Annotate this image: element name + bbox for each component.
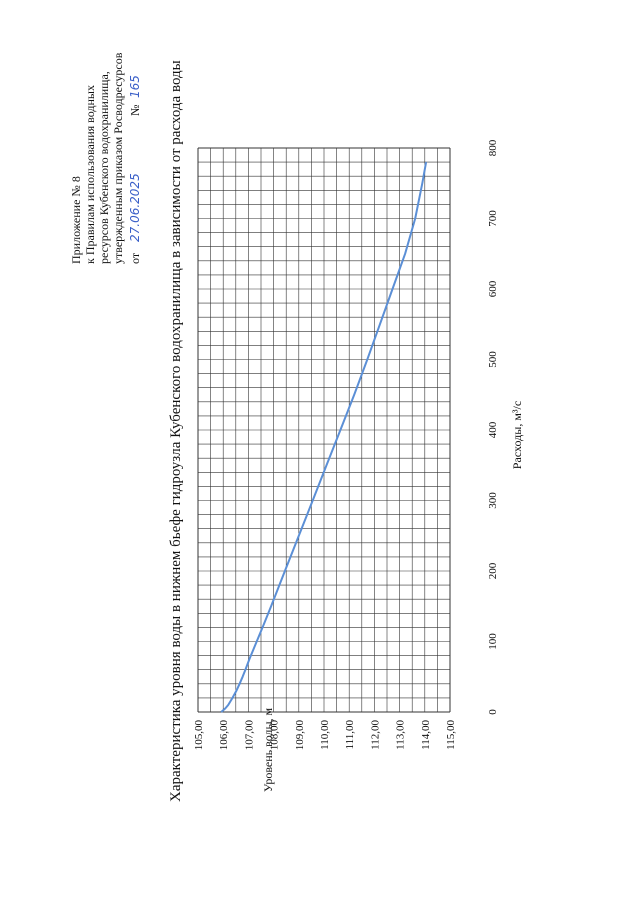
- x-tick-label: 800: [487, 139, 499, 156]
- grid: [197, 147, 451, 713]
- y-axis-label: Уровень воды, м: [261, 707, 275, 792]
- header-line-5-prefix: от: [128, 252, 142, 264]
- x-tick-label: 500: [487, 351, 499, 368]
- chart-title: Характеристика уровня воды в нижнем бьеф…: [168, 60, 184, 802]
- y-tick-label: 108,00: [269, 720, 281, 751]
- x-tick-label: 400: [487, 421, 499, 438]
- x-tick-label: 200: [487, 562, 499, 579]
- x-tick-label: 100: [487, 633, 499, 650]
- order-number-label: №: [128, 105, 142, 116]
- y-tick-label: 113,00: [395, 720, 407, 750]
- y-tick-label: 105,00: [193, 720, 205, 751]
- header-line-3: ресурсов Кубенского водохранилища,: [97, 71, 111, 264]
- tick-labels: 105,00 106,00 107,00 108,00 109,00 110,00 111,…: [193, 139, 499, 750]
- y-tick-label: 107,00: [243, 720, 255, 751]
- y-tick-label: 114,00: [420, 720, 432, 750]
- header-line-4: утвержденным приказом Росводресурсов: [111, 52, 125, 264]
- x-tick-label: 700: [487, 210, 499, 227]
- header-line-1: Приложение № 8: [69, 176, 83, 264]
- x-axis-label: Расходы, м³/с: [510, 401, 524, 469]
- series-layer: [220, 161, 428, 713]
- appendix-header: Приложение № 8 к Правилам использования …: [69, 52, 142, 264]
- header-line-2: к Правилам использования водных: [83, 85, 97, 264]
- y-tick-label: 110,00: [319, 720, 331, 750]
- y-tick-label: 106,00: [218, 720, 230, 751]
- y-tick-label: 115,00: [445, 720, 457, 750]
- x-tick-label: 600: [487, 280, 499, 297]
- x-tick-label: 0: [487, 709, 499, 715]
- x-tick-label: 300: [487, 492, 499, 509]
- order-date: 27.06.2025: [128, 173, 142, 242]
- y-tick-label: 112,00: [369, 720, 381, 750]
- y-tick-label: 109,00: [294, 720, 306, 751]
- series-line-water-level: [220, 161, 428, 713]
- order-number: 165: [128, 75, 142, 98]
- y-tick-label: 111,00: [344, 720, 356, 750]
